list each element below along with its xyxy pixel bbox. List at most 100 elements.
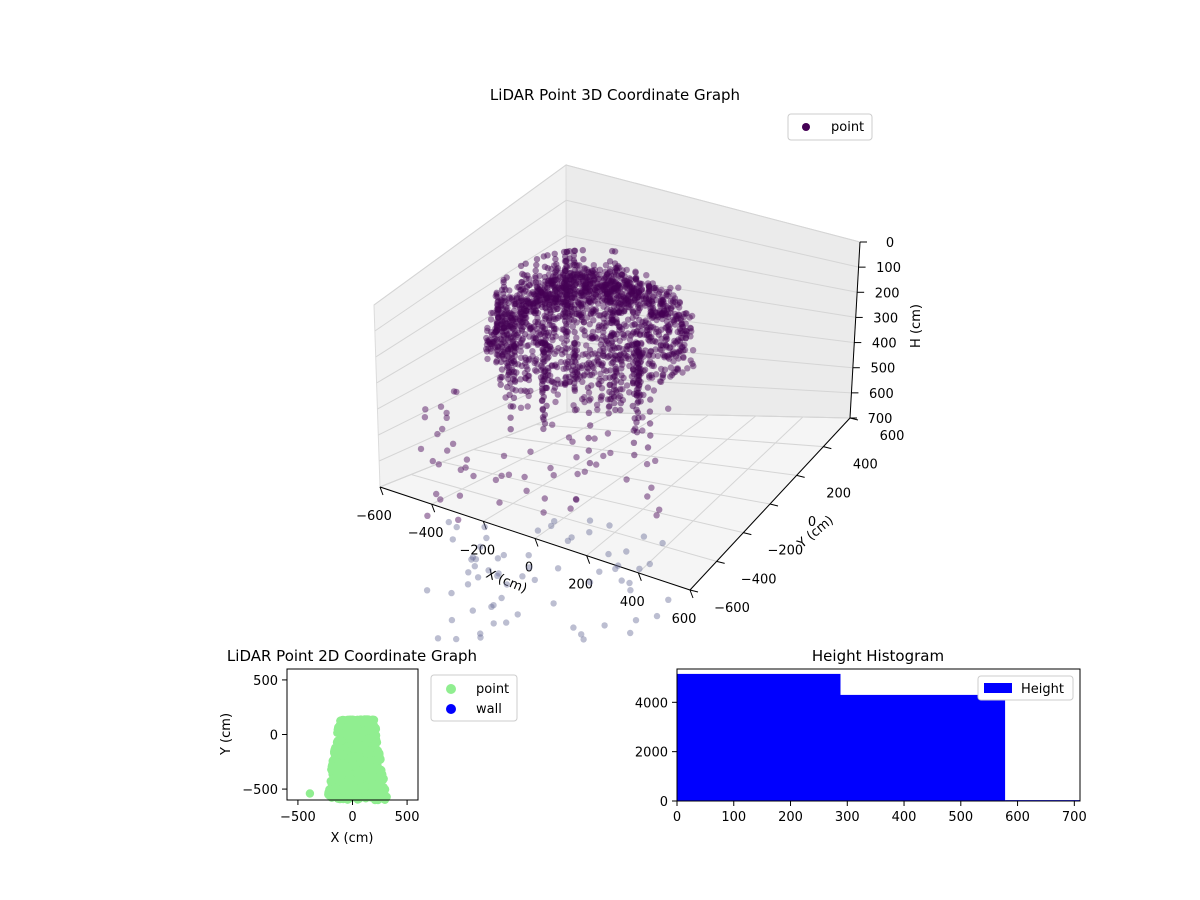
cloud-point-3d xyxy=(417,445,425,453)
cloud-point-3d xyxy=(488,309,495,317)
cloud-point-3d xyxy=(597,370,604,377)
cloud-point-3d xyxy=(513,296,520,303)
cloud-point-3d xyxy=(567,276,575,284)
cloud-point-3d xyxy=(586,298,593,305)
cloud-point-3d xyxy=(487,340,494,347)
cloud-point-3d xyxy=(571,407,579,414)
cloud-point-3d xyxy=(566,262,574,269)
cloud-point-3d xyxy=(617,406,624,414)
cloud-point-3d xyxy=(677,348,684,355)
cloud-point-3d xyxy=(618,372,625,379)
x-tick-3d xyxy=(637,572,642,582)
cloud-point-3d xyxy=(532,318,539,326)
cloud-point-3d xyxy=(627,280,634,287)
cloud-point-3d xyxy=(605,353,612,360)
cloud-point-3d xyxy=(625,301,632,308)
cloud-point-2d xyxy=(360,745,369,755)
cloud-point-3d xyxy=(658,296,665,303)
grid-line-z xyxy=(566,411,851,419)
cloud-point-3d xyxy=(682,330,689,337)
cloud-point-3d xyxy=(622,322,630,330)
cloud-point-3d xyxy=(600,275,608,282)
cloud-point-3d xyxy=(563,292,570,299)
cloud-point-3d xyxy=(528,291,535,298)
cloud-point-3d xyxy=(660,308,668,315)
cloud-point-3d xyxy=(633,288,641,295)
cloud-point-3d xyxy=(528,324,535,331)
cloud-point-3d xyxy=(660,300,667,308)
x-tick-label-3d: 0 xyxy=(525,561,533,576)
cloud-point-3d xyxy=(603,281,610,289)
cloud-point-3d xyxy=(618,305,625,313)
y-tick-label-2d: 500 xyxy=(253,674,278,689)
cloud-point-3d xyxy=(648,314,656,322)
cloud-point-3d xyxy=(554,391,561,398)
cloud-point-3d xyxy=(534,318,542,326)
y-tick-label-2d: 0 xyxy=(270,729,278,744)
cloud-point-3d xyxy=(649,304,657,312)
cloud-point-3d xyxy=(553,305,560,313)
cloud-point-3d xyxy=(531,359,538,367)
cloud-point-3d xyxy=(636,316,643,324)
cloud-point-3d xyxy=(665,323,672,330)
cloud-point-3d xyxy=(655,328,662,335)
cloud-point-3d xyxy=(551,350,558,357)
y-tick-3d xyxy=(743,532,752,536)
cloud-point-3d xyxy=(602,281,609,288)
legend-2d-wall-label: wall xyxy=(476,702,502,717)
cloud-point-3d xyxy=(670,358,677,365)
cloud-point-3d xyxy=(663,302,670,310)
x-tick-label-3d: −400 xyxy=(408,526,444,541)
cloud-point-3d xyxy=(497,381,504,388)
cloud-point-3d xyxy=(508,296,516,303)
cloud-point-3d xyxy=(667,304,675,312)
cloud-point-3d xyxy=(530,334,537,342)
cloud-point-3d xyxy=(540,425,547,433)
cloud-point-3d xyxy=(626,279,633,286)
cloud-point-3d xyxy=(623,278,630,285)
cloud-point-2d xyxy=(341,729,350,738)
cloud-point-3d xyxy=(548,322,555,329)
cloud-point-3d xyxy=(676,299,684,307)
cloud-point-3d xyxy=(623,281,630,288)
cloud-point-3d xyxy=(529,353,536,360)
cloud-point-3d xyxy=(560,248,568,256)
cloud-point-3d xyxy=(652,284,659,292)
cloud-point-3d xyxy=(640,296,648,303)
cloud-point-3d xyxy=(528,301,535,308)
cloud-point-3d xyxy=(669,299,676,306)
cloud-point-3d xyxy=(623,300,630,307)
cloud-point-3d xyxy=(630,285,637,293)
cloud-point-3d xyxy=(526,326,533,333)
x-tick-3d xyxy=(379,486,384,496)
cloud-point-3d xyxy=(629,314,636,322)
cloud-point-3d xyxy=(600,285,607,292)
cloud-point-3d xyxy=(554,305,561,313)
cloud-point-3d xyxy=(595,380,602,388)
cloud-point-3d xyxy=(587,280,594,287)
cloud-point-3d xyxy=(648,298,656,306)
cloud-point-3d xyxy=(657,346,664,353)
cloud-point-3d xyxy=(570,317,578,324)
cloud-point-3d xyxy=(611,379,618,386)
cloud-point-3d xyxy=(676,298,683,306)
cloud-point-3d xyxy=(664,306,671,313)
cloud-point-3d xyxy=(571,247,579,254)
cloud-point-3d xyxy=(572,310,579,318)
cloud-point-3d xyxy=(660,311,667,318)
cloud-point-3d xyxy=(534,527,542,534)
cloud-point-3d xyxy=(634,301,641,308)
cloud-point-3d xyxy=(579,395,586,403)
cloud-point-3d xyxy=(551,518,558,525)
cloud-point-3d xyxy=(628,286,635,293)
cloud-point-3d xyxy=(493,351,500,358)
cloud-point-3d xyxy=(591,435,598,442)
cloud-point-3d xyxy=(628,283,636,291)
cloud-point-3d xyxy=(586,334,593,341)
cloud-point-3d xyxy=(590,290,598,298)
cloud-point-3d xyxy=(551,362,559,369)
cloud-point-3d xyxy=(663,342,670,349)
cloud-point-3d xyxy=(522,360,529,367)
cloud-point-3d xyxy=(647,348,654,355)
cloud-point-3d xyxy=(593,288,601,295)
